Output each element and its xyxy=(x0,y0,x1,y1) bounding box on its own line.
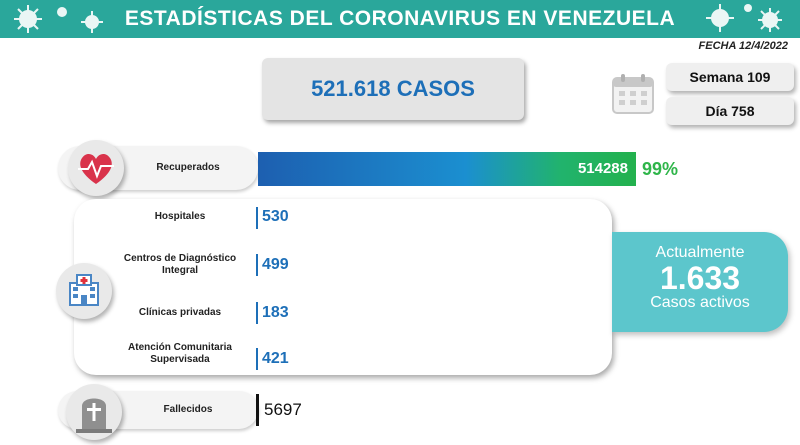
total-cases: 521.618 CASOS xyxy=(311,76,475,101)
recovered-value: 514288 xyxy=(577,160,628,177)
active-cases-box xyxy=(612,232,788,332)
active-cases-caption-top: Actualmente xyxy=(655,244,745,261)
deaths-label: Fallecidos xyxy=(163,404,213,415)
location-label-private-clinics: Clínicas privadas xyxy=(138,307,222,318)
deaths-value: 5697 xyxy=(264,400,302,419)
calendar-icon xyxy=(612,74,654,114)
location-value-cdi: 499 xyxy=(262,256,289,273)
page-title: ESTADÍSTICAS DEL CORONAVIRUS EN VENEZUEL… xyxy=(124,7,676,30)
active-locations-panel xyxy=(74,199,612,375)
hospital-icon xyxy=(69,274,99,306)
recovered-bar xyxy=(258,152,636,186)
tombstone-icon xyxy=(76,398,112,433)
location-tick xyxy=(256,207,258,229)
week-number: Semana 109 xyxy=(666,63,794,91)
heart-icon xyxy=(78,153,114,184)
location-value-community: 421 xyxy=(262,350,289,367)
active-cases-value: 1.633 xyxy=(659,260,741,296)
location-label-cdi: Centros de Diagnóstico Integral xyxy=(123,253,237,276)
total-cases-box xyxy=(262,58,524,120)
tombstone-icon-circle xyxy=(66,384,122,440)
location-tick xyxy=(256,348,258,370)
location-tick xyxy=(256,254,258,276)
header-bar xyxy=(0,0,800,38)
report-date: FECHA 12/4/2022 xyxy=(698,40,788,52)
virus-icon xyxy=(706,4,782,32)
location-label-community: Atención Comunitaria Supervisada xyxy=(128,342,232,365)
location-tick xyxy=(256,302,258,324)
location-label-hospitals: Hospitales xyxy=(154,211,206,222)
recovered-label: Recuperados xyxy=(156,162,220,173)
virus-icon xyxy=(14,5,103,33)
hospital-icon-circle xyxy=(56,263,112,319)
deaths-tick xyxy=(256,394,259,426)
location-value-private-clinics: 183 xyxy=(262,304,289,321)
active-cases-caption-bottom: Casos activos xyxy=(650,294,750,311)
location-value-hospitals: 530 xyxy=(262,208,289,225)
recovered-percent: 99% xyxy=(642,159,679,179)
heart-icon-circle xyxy=(68,140,124,196)
day-number: Día 758 xyxy=(666,97,794,125)
